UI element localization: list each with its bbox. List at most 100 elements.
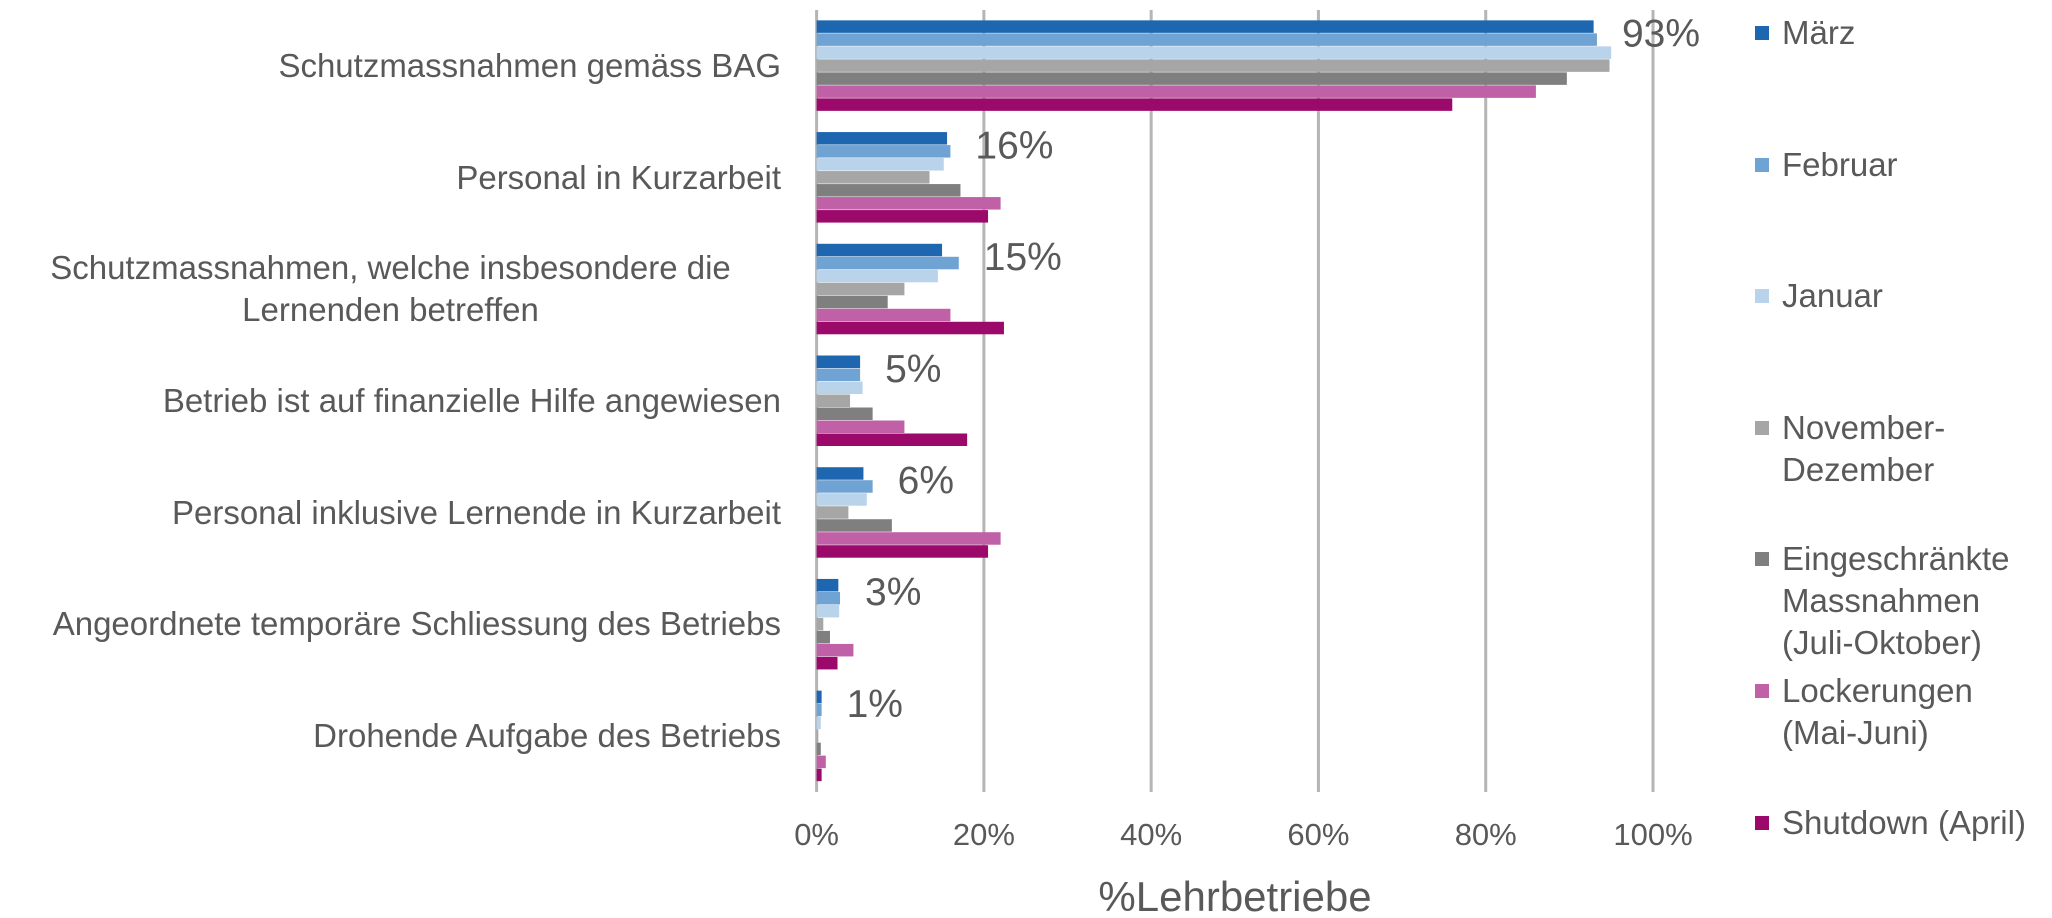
bar — [816, 519, 892, 532]
bar — [816, 617, 824, 631]
legend-marker — [1755, 552, 1769, 567]
category-text: Drohende Aufgabe des Betriebs — [313, 717, 781, 755]
bar — [816, 171, 930, 184]
category-text: Schutzmassnahmen, welche insbesondere di… — [50, 249, 731, 329]
legend-marker — [1755, 815, 1769, 830]
data-label: 6% — [898, 460, 954, 503]
bar — [816, 184, 961, 197]
bar — [816, 433, 968, 446]
bar — [816, 768, 822, 782]
bar — [816, 604, 840, 618]
bar — [816, 210, 989, 223]
x-axis-title: %Lehrbetriebe — [1098, 873, 1371, 918]
bar — [816, 243, 943, 257]
bar — [816, 158, 944, 171]
bar — [816, 85, 1536, 98]
bar — [816, 420, 905, 433]
legend-entry: Shutdown (April) — [1755, 802, 2045, 844]
category-text: Personal in Kurzarbeit — [456, 158, 781, 196]
bar — [816, 729, 819, 743]
category-label: Schutzmassnahmen gemäss BAG — [0, 45, 781, 87]
category-label: Betrieb ist auf finanzielle Hilfe angewi… — [0, 380, 781, 422]
bar — [816, 643, 854, 657]
bar — [816, 321, 1004, 335]
bar — [816, 282, 905, 296]
legend-entry: März — [1755, 12, 2045, 54]
data-label: 1% — [847, 683, 903, 726]
bar — [816, 407, 873, 420]
bar — [816, 545, 989, 558]
bar — [816, 20, 1594, 33]
legend-entry: Lockerungen (Mai-Juni) — [1755, 670, 2045, 754]
bar — [816, 308, 951, 322]
x-tick-label: 0% — [794, 817, 839, 852]
legend-entry: Februar — [1755, 144, 2045, 186]
data-label: 16% — [975, 124, 1053, 167]
x-tick-label: 80% — [1455, 817, 1517, 852]
legend-label: November-Dezember — [1782, 408, 1946, 488]
data-label: 5% — [885, 348, 941, 391]
category-text: Angeordnete temporäre Schliessung des Be… — [52, 605, 781, 643]
legend-label: Shutdown (April) — [1782, 803, 2026, 841]
bar — [816, 368, 861, 381]
bar — [816, 493, 867, 506]
bar — [816, 506, 849, 519]
bar — [816, 467, 864, 480]
bar — [816, 703, 822, 717]
bar — [816, 394, 851, 407]
legend-label: Februar — [1782, 145, 1898, 183]
category-label: Drohende Aufgabe des Betriebs — [0, 715, 781, 757]
legend-marker — [1755, 684, 1769, 698]
bar — [816, 656, 838, 670]
bar — [816, 33, 1597, 46]
category-text: Personal inklusive Lernende in Kurzarbei… — [171, 493, 781, 531]
legend-label: Januar — [1782, 277, 1883, 315]
bar — [816, 381, 863, 394]
data-label: 93% — [1622, 13, 1700, 56]
bar — [816, 630, 830, 644]
bar — [816, 269, 938, 283]
bar — [816, 72, 1567, 85]
category-label: Angeordnete temporäre Schliessung des Be… — [0, 603, 781, 645]
category-label: Personal inklusive Lernende in Kurzarbei… — [0, 492, 781, 534]
legend-label: Eingeschränkte Massnahmen (Juli-Oktober) — [1782, 540, 2010, 662]
data-label: 3% — [865, 571, 921, 614]
bar — [816, 197, 1001, 210]
bar — [816, 690, 822, 704]
category-text: Schutzmassnahmen gemäss BAG — [278, 46, 781, 84]
legend-label: März — [1782, 14, 1856, 51]
legend-entry: Eingeschränkte Massnahmen (Juli-Oktober) — [1755, 538, 2045, 664]
bar — [816, 59, 1610, 72]
bar — [816, 98, 1453, 111]
bar — [816, 46, 1612, 59]
bar — [816, 755, 826, 769]
legend-marker — [1755, 26, 1769, 40]
bar — [816, 716, 821, 730]
bar — [816, 256, 959, 270]
bar — [816, 578, 839, 592]
x-tick-label: 60% — [1287, 817, 1349, 852]
legend-label: Lockerungen (Mai-Juni) — [1782, 672, 1973, 751]
bar — [816, 532, 1001, 545]
legend-marker — [1755, 289, 1769, 304]
bar — [816, 480, 873, 493]
x-tick-label: 40% — [1120, 817, 1182, 852]
bar — [816, 355, 861, 368]
bar — [816, 591, 841, 605]
bar — [816, 132, 948, 145]
legend-marker — [1755, 420, 1769, 435]
category-text: Betrieb ist auf finanzielle Hilfe angewi… — [162, 382, 781, 419]
category-label: Personal in Kurzarbeit — [0, 157, 781, 199]
x-tick-label: 100% — [1613, 817, 1692, 852]
x-tick-label: 20% — [953, 817, 1015, 852]
data-label: 15% — [984, 236, 1062, 279]
bar — [816, 295, 888, 309]
category-label: Schutzmassnahmen, welche insbesondere di… — [0, 247, 781, 331]
legend-entry: November-Dezember — [1755, 407, 2045, 491]
bar — [816, 742, 821, 756]
bar — [816, 145, 951, 158]
legend-marker — [1755, 157, 1769, 172]
legend-entry: Januar — [1755, 275, 2045, 317]
